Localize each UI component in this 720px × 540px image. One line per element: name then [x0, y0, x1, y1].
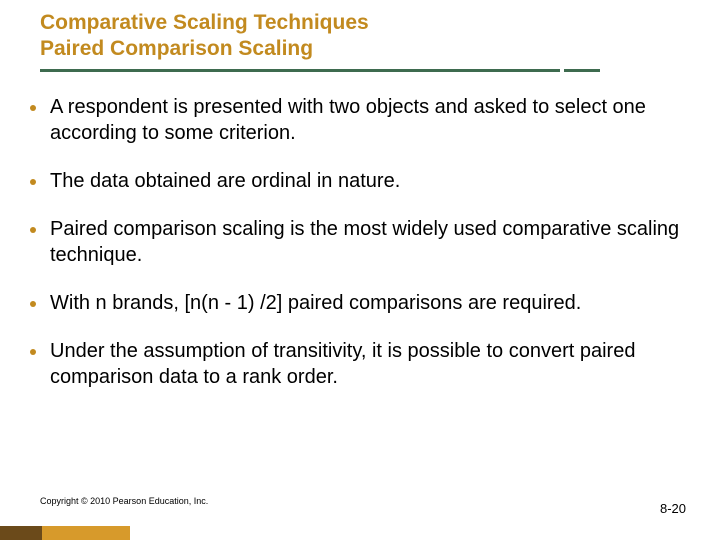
list-item: Paired comparison scaling is the most wi…: [30, 216, 690, 268]
title-underline: [40, 69, 600, 72]
bullet-list: A respondent is presented with two objec…: [0, 72, 720, 390]
page-number: 8-20: [660, 501, 686, 516]
list-item: Under the assumption of transitivity, it…: [30, 338, 690, 390]
bullet-text: With n brands, [n(n - 1) /2] paired comp…: [50, 290, 581, 316]
list-item: A respondent is presented with two objec…: [30, 94, 690, 146]
footer-accent-bar: [0, 526, 130, 540]
bullet-icon: [30, 179, 36, 185]
bullet-icon: [30, 227, 36, 233]
bullet-text: Under the assumption of transitivity, it…: [50, 338, 690, 390]
bullet-icon: [30, 301, 36, 307]
title-line-2: Paired Comparison Scaling: [40, 36, 720, 62]
list-item: The data obtained are ordinal in nature.: [30, 168, 690, 194]
copyright-text: Copyright © 2010 Pearson Education, Inc.: [40, 496, 208, 506]
list-item: With n brands, [n(n - 1) /2] paired comp…: [30, 290, 690, 316]
footer-accent-right: [42, 526, 130, 540]
title-underline-main: [40, 69, 560, 72]
bullet-text: The data obtained are ordinal in nature.: [50, 168, 400, 194]
footer-accent-left: [0, 526, 42, 540]
bullet-icon: [30, 349, 36, 355]
slide-title-block: Comparative Scaling Techniques Paired Co…: [0, 0, 720, 63]
title-underline-notch: [564, 69, 600, 72]
title-line-1: Comparative Scaling Techniques: [40, 10, 720, 36]
bullet-text: Paired comparison scaling is the most wi…: [50, 216, 690, 268]
bullet-icon: [30, 105, 36, 111]
bullet-text: A respondent is presented with two objec…: [50, 94, 690, 146]
